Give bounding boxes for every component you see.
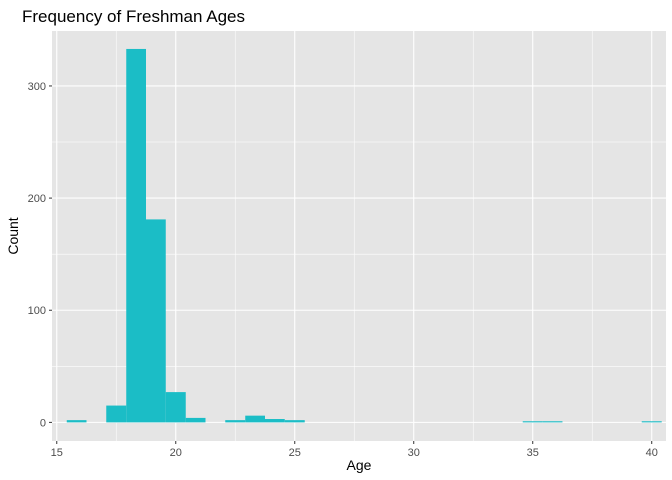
histogram-bar	[225, 420, 246, 423]
y-tick-label: 300	[28, 81, 46, 93]
x-axis-ticks: 15 20 25 30 35 40	[51, 441, 658, 459]
y-tick-label: 100	[28, 305, 46, 317]
histogram-bars	[66, 48, 662, 423]
chart-title: Frequency of Freshman Ages	[22, 7, 245, 26]
y-tick-label: 200	[28, 193, 46, 205]
histogram-bar	[126, 48, 147, 423]
x-tick-label: 40	[646, 447, 658, 459]
histogram-bar	[165, 392, 186, 423]
histogram-bar	[185, 417, 206, 423]
histogram-bar	[146, 219, 166, 423]
x-tick-label: 15	[51, 447, 63, 459]
y-tick-label: 0	[40, 417, 46, 429]
histogram-bar	[284, 420, 305, 423]
x-tick-label: 25	[289, 447, 301, 459]
x-tick-label: 20	[170, 447, 182, 459]
histogram-bar	[264, 419, 285, 423]
x-tick-label: 30	[408, 447, 420, 459]
histogram-bar	[245, 415, 265, 423]
grid-minor-lines	[52, 31, 666, 441]
histogram-bar	[106, 405, 127, 423]
histogram-bar	[542, 421, 563, 423]
x-axis-title: Age	[347, 457, 372, 473]
histogram-bar	[66, 420, 87, 423]
y-axis-ticks: 0 100 200 300	[28, 81, 52, 429]
histogram-bar	[522, 421, 543, 423]
x-tick-label: 35	[527, 447, 539, 459]
y-axis-title: Count	[5, 217, 21, 254]
histogram-bar	[641, 421, 662, 423]
